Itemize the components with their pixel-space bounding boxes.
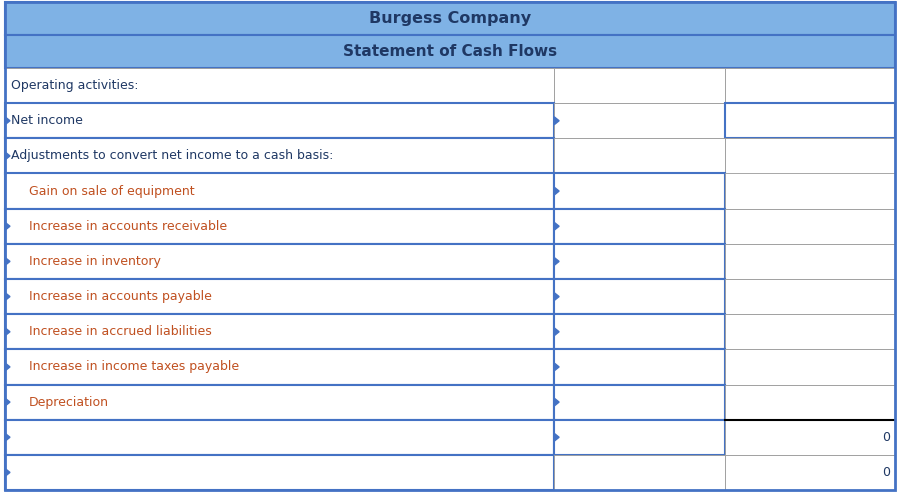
Bar [725,349,895,385]
Text: Increase in income taxes payable: Increase in income taxes payable [29,361,239,373]
Bar [725,420,895,455]
Bar [554,455,725,490]
Bar [554,420,725,455]
Polygon shape [554,117,559,125]
Bar [5,455,554,490]
Bar [5,138,554,174]
Text: Burgess Company: Burgess Company [369,11,531,26]
Bar [5,420,554,455]
Bar [725,138,895,174]
Bar [725,68,895,103]
Polygon shape [554,433,559,441]
Polygon shape [554,328,559,336]
Text: Depreciation: Depreciation [29,396,109,408]
Bar [5,68,554,103]
Bar [5,349,554,385]
Bar [554,279,725,314]
Polygon shape [5,398,10,406]
Bar [554,244,725,279]
Text: Increase in accrued liabilities: Increase in accrued liabilities [29,325,212,338]
Bar [554,174,725,209]
Text: Increase in inventory: Increase in inventory [29,255,161,268]
Bar [5,385,554,420]
Text: 0: 0 [882,466,890,479]
Text: Gain on sale of equipment: Gain on sale of equipment [29,184,194,198]
Bar [554,138,725,174]
Bar [5,209,554,244]
Polygon shape [5,363,10,371]
Polygon shape [554,257,559,265]
Bar [5,244,554,279]
Bar [554,349,725,385]
Polygon shape [554,398,559,406]
Polygon shape [554,187,559,195]
Polygon shape [554,293,559,301]
Text: 0: 0 [882,431,890,444]
Polygon shape [5,328,10,336]
Polygon shape [5,152,10,160]
Bar [5,314,554,349]
Bar [554,314,725,349]
Text: Increase in accounts payable: Increase in accounts payable [29,290,212,303]
Bar [554,385,725,420]
Text: Operating activities:: Operating activities: [11,79,139,92]
Bar [725,209,895,244]
Polygon shape [554,222,559,230]
Bar [725,244,895,279]
Bar [5,2,895,35]
Bar [5,174,554,209]
Bar [725,455,895,490]
Text: Adjustments to convert net income to a cash basis:: Adjustments to convert net income to a c… [11,150,333,162]
Text: Statement of Cash Flows: Statement of Cash Flows [343,44,557,59]
Bar [554,103,725,138]
Polygon shape [5,468,10,476]
Bar [554,68,725,103]
Bar [725,385,895,420]
Bar [5,279,554,314]
Polygon shape [5,222,10,230]
Bar [725,103,895,138]
Text: Net income: Net income [11,114,83,127]
Bar [725,314,895,349]
Bar [554,209,725,244]
Polygon shape [5,257,10,265]
Polygon shape [5,293,10,301]
Polygon shape [5,433,10,441]
Polygon shape [554,363,559,371]
Bar [5,103,554,138]
Polygon shape [5,117,10,125]
Bar [725,279,895,314]
Bar [725,174,895,209]
Text: Increase in accounts receivable: Increase in accounts receivable [29,220,227,233]
Bar [5,35,895,68]
